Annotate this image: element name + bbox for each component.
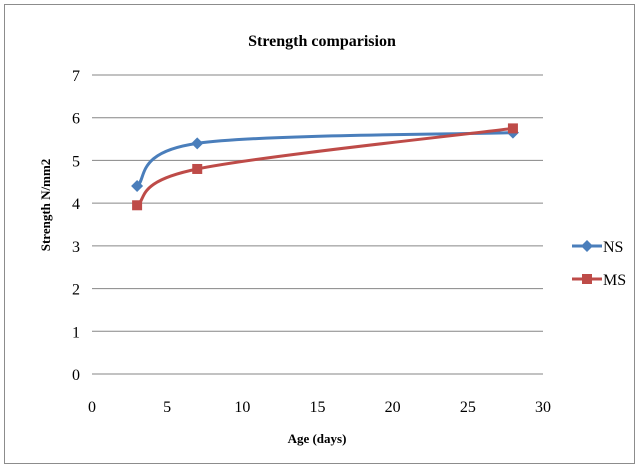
series-ms-point	[192, 163, 203, 174]
x-tick-label: 20	[385, 399, 401, 416]
chart-frame: Strength comparision 0 1 2 3 4 5 6 7 0 5 10 15 20 25 3…	[4, 4, 635, 464]
legend-label: MS	[603, 272, 626, 289]
tick-labels: 0 1 2 3 4 5 6 7 0 5 10 15 20 25 30	[72, 68, 551, 416]
y-tick-label: 6	[72, 111, 80, 128]
legend-swatch-marker	[582, 274, 592, 284]
x-tick-label: 15	[310, 399, 326, 416]
series-ms-line	[135, 126, 515, 207]
x-tick-label: 10	[234, 399, 250, 416]
line-chart: Strength comparision 0 1 2 3 4 5 6 7 0 5 10 15 20 25 3…	[38, 33, 626, 446]
legend-label: NS	[603, 239, 623, 256]
series-ns-line	[135, 131, 515, 188]
series-ms	[132, 123, 518, 211]
legend-swatch-marker	[581, 240, 593, 252]
x-tick-label: 25	[460, 399, 476, 416]
series-ms-point	[132, 200, 143, 211]
y-tick-label: 3	[72, 239, 80, 256]
series-ms-point	[507, 123, 518, 134]
y-tick-label: 7	[72, 68, 80, 85]
y-tick-label: 2	[72, 282, 80, 299]
series-ns-point	[191, 137, 204, 150]
y-tick-label: 5	[72, 153, 80, 170]
legend-item-ms: MS	[572, 272, 626, 289]
legend: NS MS	[572, 239, 626, 289]
y-tick-label: 1	[72, 324, 80, 341]
legend-item-ns: NS	[572, 239, 623, 256]
y-tick-label: 0	[72, 367, 80, 384]
x-tick-label: 30	[535, 399, 551, 416]
series-ns	[131, 126, 519, 193]
series-ns-point	[131, 180, 144, 193]
chart-title: Strength comparision	[248, 33, 396, 50]
x-tick-label: 0	[88, 399, 96, 416]
x-axis-label: Age (days)	[288, 431, 347, 446]
y-tick-label: 4	[72, 196, 80, 213]
gridlines	[92, 74, 543, 332]
series-layer	[131, 123, 519, 211]
x-tick-label: 5	[163, 399, 171, 416]
y-axis-label: Strength N/mm2	[38, 159, 53, 252]
